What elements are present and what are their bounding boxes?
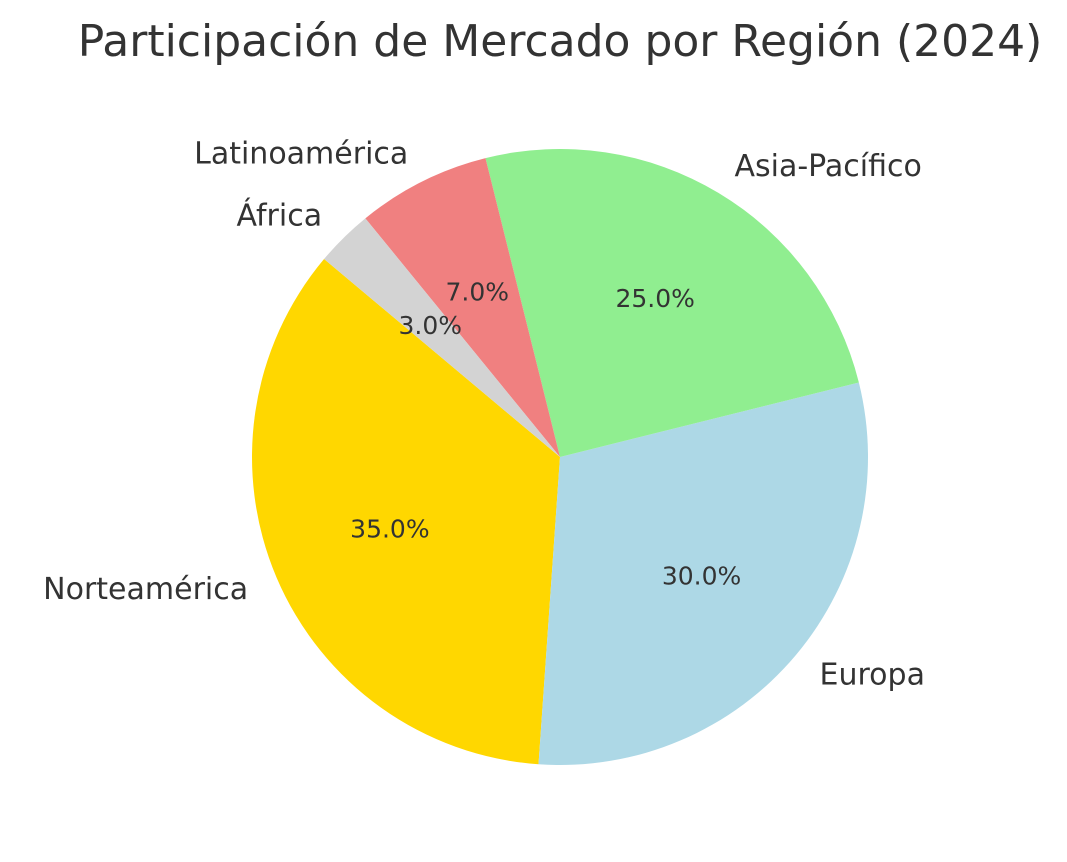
slice-label-latinoamerica: Latinoamérica [194, 137, 408, 172]
slice-label-africa: África [237, 197, 323, 233]
pie-slice-africa [324, 218, 560, 457]
pie-slice-norteamerica [251, 259, 560, 765]
slice-label-europa: Europa [820, 657, 925, 692]
slice-label-asia-pacifico: Asia-Pacífico [734, 149, 921, 184]
slice-percent-asia-pacifico: 25.0% [615, 284, 694, 313]
slice-label-norteamerica: Norteamérica [43, 572, 248, 607]
slice-percent-norteamerica: 35.0% [350, 515, 429, 544]
slice-percent-latinoamerica: 7.0% [445, 277, 509, 306]
pie-slices [251, 149, 868, 766]
slice-percent-africa: 3.0% [398, 311, 462, 340]
pie-slice-asia-pacifico [485, 149, 859, 457]
slice-percent-europa: 30.0% [662, 561, 741, 590]
chart-title: Participación de Mercado por Región (202… [78, 16, 1043, 67]
pie-slice-latinoamerica [365, 158, 560, 457]
pie-labels: Norteamérica 35.0% Europa 30.0% Asia-Pacífic… [43, 137, 925, 693]
pie-slice-europa [538, 382, 868, 766]
